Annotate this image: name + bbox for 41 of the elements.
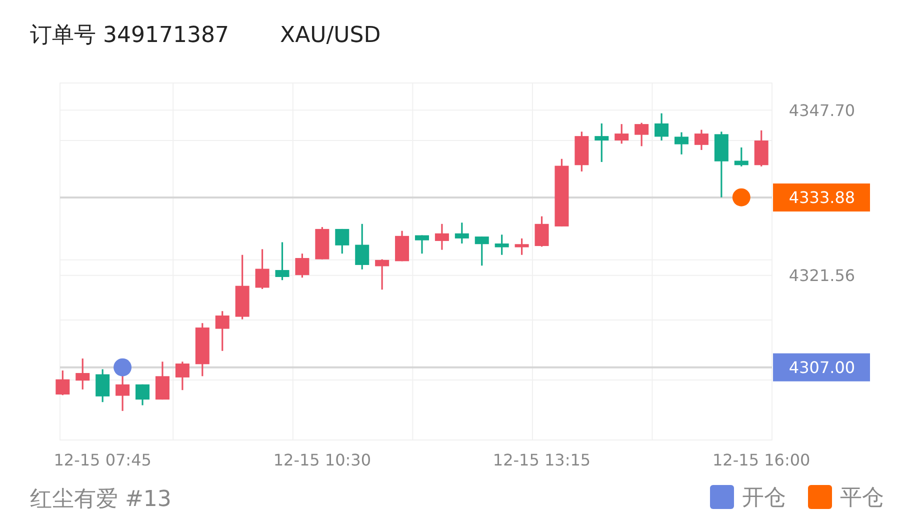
candlestick	[116, 374, 130, 412]
candlestick	[734, 146, 748, 168]
candlestick	[414, 234, 429, 254]
candlestick	[275, 241, 290, 281]
ref-line-label: 4333.88	[788, 188, 856, 208]
y-tick-label: 4347.70	[788, 100, 856, 120]
candlestick	[474, 236, 489, 266]
candlestick	[215, 310, 230, 352]
candlestick	[155, 360, 170, 400]
x-tick-label: 12-15 10:30	[273, 450, 372, 470]
legend-label: 平仓	[840, 486, 884, 511]
candlestick	[694, 128, 708, 151]
ref-line-label: 4307.00	[788, 358, 856, 377]
candlestick	[96, 368, 110, 403]
candlestick	[454, 222, 469, 244]
candlestick	[255, 248, 270, 290]
candlestick	[355, 223, 370, 270]
candlestick	[434, 223, 449, 251]
y-tick-label: 4321.56	[788, 266, 856, 285]
candlestick	[494, 234, 509, 256]
candlestick	[514, 238, 529, 256]
candlestick	[56, 370, 70, 396]
candlestick	[136, 384, 150, 406]
candlestick	[594, 122, 609, 163]
chart-subtitle: XAU/USD	[280, 23, 381, 48]
candlestick	[534, 216, 549, 248]
candlestick	[674, 131, 689, 156]
x-tick-label: 12-15 16:00	[712, 450, 810, 470]
candlestick	[76, 358, 90, 390]
text: 红尘有爱 #13	[30, 487, 172, 512]
legend-label: 开仓	[742, 486, 786, 511]
chart-title: 订单号 349171387	[30, 23, 229, 48]
x-tick-label: 12-15 07:45	[54, 450, 152, 470]
candlestick	[295, 252, 310, 278]
candlestick	[614, 123, 629, 144]
candlestick	[335, 228, 350, 254]
x-tick-label: 12-15 13:15	[492, 450, 591, 470]
candlestick	[375, 258, 390, 290]
candlestick	[634, 122, 649, 147]
candlestick	[175, 360, 190, 391]
candlestick	[654, 112, 669, 142]
